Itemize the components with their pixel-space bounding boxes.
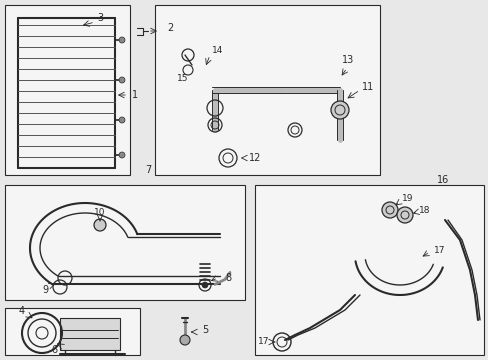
Bar (254, 185, 483, 355)
Text: 11: 11 (361, 82, 373, 92)
Text: 12: 12 (248, 153, 261, 163)
Bar (5, 5, 130, 175)
Circle shape (119, 77, 125, 83)
Circle shape (381, 202, 397, 218)
Text: 17: 17 (258, 338, 269, 346)
Text: 14: 14 (212, 45, 223, 54)
Circle shape (94, 219, 106, 231)
Text: 19: 19 (402, 194, 413, 202)
Text: 6: 6 (51, 345, 57, 355)
Bar (60, 318, 120, 350)
Circle shape (202, 282, 207, 288)
Bar (155, 5, 379, 175)
Text: 3: 3 (97, 13, 103, 23)
Text: 5: 5 (202, 325, 208, 335)
Circle shape (180, 335, 190, 345)
Text: 18: 18 (418, 206, 430, 215)
Text: 13: 13 (341, 55, 353, 65)
Text: 4: 4 (19, 306, 25, 316)
Circle shape (119, 37, 125, 43)
Bar (5, 185, 244, 300)
Text: 8: 8 (224, 273, 231, 283)
Text: 10: 10 (94, 207, 105, 216)
Text: 1: 1 (132, 90, 138, 100)
Text: 9: 9 (42, 285, 48, 295)
Text: 7: 7 (144, 165, 151, 175)
Text: 16: 16 (436, 175, 448, 185)
Text: 17: 17 (433, 246, 445, 255)
Circle shape (396, 207, 412, 223)
Text: 15: 15 (177, 73, 188, 82)
Circle shape (119, 152, 125, 158)
Text: 2: 2 (166, 23, 173, 33)
Circle shape (119, 117, 125, 123)
Bar (5, 308, 140, 355)
Circle shape (330, 101, 348, 119)
